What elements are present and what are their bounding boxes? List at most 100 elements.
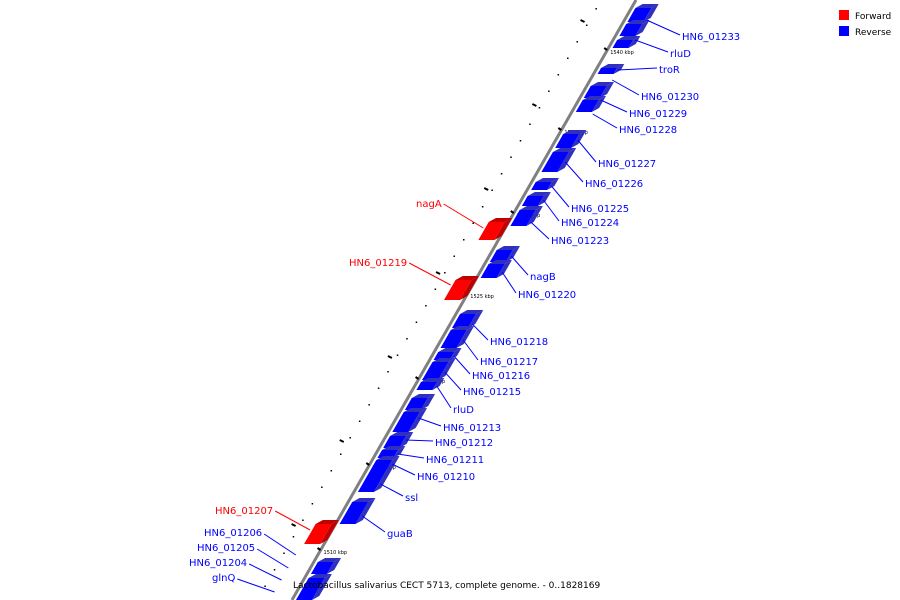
minor-tick	[311, 503, 314, 505]
minor-tick	[302, 519, 304, 521]
gene-block	[296, 574, 332, 600]
gene-leader-line	[600, 99, 628, 113]
minor-tick	[481, 206, 484, 208]
gene-leader-line	[361, 515, 386, 533]
minor-tick	[595, 8, 597, 10]
gene-label: HN6_01207	[215, 506, 273, 517]
gene-block	[627, 4, 659, 22]
gene-label: HN6_01233	[682, 32, 740, 43]
gene-block	[392, 408, 428, 432]
minor-tick	[453, 255, 456, 257]
scale-tick-label: 1525 kbp	[470, 294, 494, 300]
gene-block	[478, 218, 512, 240]
gene-label: troR	[659, 65, 680, 76]
gene-leader-line	[564, 161, 584, 183]
gene-block	[612, 36, 641, 48]
minor-tick	[339, 439, 345, 443]
gene-block	[444, 276, 479, 300]
gene-leader-line	[550, 185, 570, 208]
gene-leader-line	[397, 453, 425, 459]
gene-label: HN6_01215	[463, 387, 521, 398]
gene-label: HN6_01226	[585, 179, 643, 190]
minor-tick	[425, 305, 427, 307]
gene-label: HN6_01218	[490, 337, 548, 348]
minor-tick	[500, 173, 503, 175]
gene-label: HN6_01205	[197, 543, 255, 554]
gene-leader-line	[634, 39, 669, 53]
minor-tick	[368, 404, 370, 406]
legend: Forward Reverse	[839, 10, 892, 38]
minor-tick	[292, 536, 295, 538]
gene-leader-line	[646, 19, 681, 36]
minor-tick	[548, 90, 550, 92]
gene-block	[583, 82, 614, 98]
minor-tick	[264, 585, 266, 587]
minor-tick	[415, 321, 418, 323]
minor-tick	[483, 187, 489, 191]
minor-tick	[349, 437, 351, 439]
gene-leader-line	[391, 463, 416, 476]
minor-tick	[377, 387, 380, 389]
gene-leader-line	[256, 548, 289, 569]
gene-block	[597, 64, 625, 74]
minor-tick	[396, 354, 399, 356]
minor-tick	[444, 272, 446, 274]
genome-backbone	[290, 0, 638, 600]
minor-tick-marks	[264, 8, 597, 587]
gene-block	[619, 20, 650, 36]
gene-label: rluD	[453, 405, 474, 416]
minor-tick	[340, 453, 342, 455]
legend-reverse-swatch	[839, 26, 849, 36]
gene-label: HN6_01213	[443, 423, 501, 434]
gene-label: nagA	[416, 199, 442, 210]
legend-forward-swatch	[839, 10, 849, 20]
scale-tick-label: 1510 kbp	[324, 550, 348, 556]
scale-tick-label: 1540 kbp	[610, 50, 634, 56]
gene-label: HN6_01219	[349, 258, 407, 269]
gene-leader-line	[577, 139, 597, 163]
gene-label: HN6_01228	[619, 125, 677, 136]
gene-label: rluD	[670, 49, 691, 60]
gene-label: HN6_01217	[480, 357, 538, 368]
minor-tick	[538, 107, 541, 109]
minor-tick	[330, 470, 333, 472]
gene-leader-line	[380, 483, 404, 497]
genome-caption: Lactobacillus salivarius CECT 5713, comp…	[293, 581, 600, 591]
gene-label: HN6_01212	[435, 438, 493, 449]
gene-label: ssl	[405, 493, 418, 504]
legend-reverse-label: Reverse	[855, 28, 892, 38]
gene-leader-line	[418, 417, 442, 427]
gene-leader-line	[510, 255, 529, 276]
gene-block	[531, 178, 559, 190]
minor-tick	[491, 189, 493, 191]
gene-label: guaB	[387, 529, 413, 540]
gene-label: HN6_01230	[641, 92, 699, 103]
minor-tick	[557, 74, 560, 76]
minor-tick	[576, 41, 578, 43]
gene-block	[422, 358, 456, 380]
gene-leader-line	[501, 271, 517, 294]
gene-label: HN6_01225	[571, 204, 629, 215]
gene-leader-line	[444, 371, 462, 391]
gene-label: glnQ	[212, 573, 235, 584]
minor-tick	[273, 569, 276, 571]
legend-forward-label: Forward	[855, 12, 891, 22]
gene-block	[440, 326, 475, 348]
gene-label: HN6_01211	[426, 455, 484, 466]
gene-block	[404, 394, 436, 410]
gene-leader-line	[408, 262, 451, 286]
gene-leader-line	[617, 67, 658, 71]
minor-tick	[510, 156, 512, 158]
gene-block	[339, 498, 376, 524]
gene-block	[310, 558, 342, 574]
minor-tick	[462, 239, 465, 241]
scale-tick-mark	[510, 210, 515, 214]
gene-block	[521, 192, 551, 206]
gene-features: HN6_01233 rluD troR HN6_01230 HN6_01229 HN6_0…	[189, 4, 740, 600]
gene-block	[489, 246, 520, 262]
gene-label: HN6_01229	[629, 109, 687, 120]
gene-label: nagB	[530, 272, 556, 283]
gene-block	[480, 260, 512, 278]
gene-block	[304, 520, 339, 544]
gene-label: HN6_01210	[417, 472, 475, 483]
